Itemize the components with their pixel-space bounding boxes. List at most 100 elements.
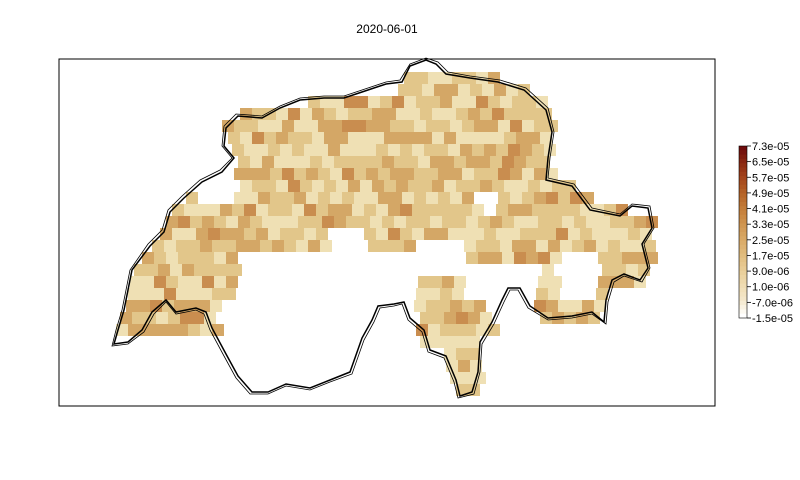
raster-cell	[384, 180, 396, 192]
raster-cell	[468, 108, 480, 120]
raster-cell	[264, 180, 276, 192]
raster-cell	[164, 288, 176, 300]
raster-cell	[178, 252, 190, 264]
raster-cell	[492, 180, 504, 192]
raster-cell	[574, 216, 586, 228]
raster-cell	[516, 132, 528, 144]
legend-color-segment	[739, 270, 747, 276]
raster-cell	[226, 276, 238, 288]
raster-cell	[274, 216, 286, 228]
switzerland-border	[112, 59, 653, 397]
raster-cell	[416, 72, 428, 84]
raster-cell	[500, 240, 512, 252]
raster-cell	[234, 192, 246, 204]
raster-cell	[460, 228, 472, 240]
legend-color-segment	[739, 287, 747, 293]
raster-cell	[244, 204, 256, 216]
raster-cell	[270, 168, 282, 180]
raster-cell	[520, 204, 532, 216]
raster-cell	[158, 264, 170, 276]
raster-cell	[300, 132, 312, 144]
legend-tick-label: 5.7e-05	[752, 172, 789, 184]
raster-cell	[568, 228, 580, 240]
raster-cell	[166, 252, 178, 264]
raster-cell	[500, 96, 512, 108]
raster-cell	[418, 276, 430, 288]
raster-cell	[152, 240, 164, 252]
raster-cell	[394, 216, 406, 228]
raster-cell	[166, 216, 178, 228]
raster-cell	[468, 180, 480, 192]
raster-cell	[438, 300, 450, 312]
plot-frame	[58, 58, 716, 407]
raster-cell	[392, 240, 404, 252]
raster-cell	[468, 336, 480, 348]
raster-cell	[186, 192, 198, 204]
legend-tick-label: -7.0e-06	[752, 297, 793, 309]
raster-cell	[538, 252, 550, 264]
raster-cell	[420, 180, 432, 192]
raster-cell	[438, 192, 450, 204]
raster-cell	[528, 180, 540, 192]
raster-cell	[202, 216, 214, 228]
legend-color-segment	[739, 146, 747, 151]
raster-cell	[200, 288, 212, 300]
raster-cell	[348, 132, 360, 144]
raster-cell	[402, 168, 414, 180]
raster-cell	[400, 228, 412, 240]
raster-cell	[580, 204, 592, 216]
legend-color-segment	[739, 244, 747, 250]
legend-color-segment	[739, 240, 747, 246]
raster-cell	[126, 300, 138, 312]
raster-cell	[570, 300, 582, 312]
raster-cell	[306, 168, 318, 180]
raster-cell	[212, 288, 224, 300]
raster-cell	[412, 204, 424, 216]
raster-cell	[252, 180, 264, 192]
raster-cell	[298, 216, 310, 228]
raster-cell	[524, 96, 536, 108]
raster-cell	[312, 108, 324, 120]
raster-cell	[214, 252, 226, 264]
raster-cell	[404, 240, 416, 252]
raster-cell	[452, 288, 464, 300]
raster-cell	[548, 240, 560, 252]
raster-cell	[370, 216, 382, 228]
raster-cell	[418, 156, 430, 168]
raster-cell	[396, 108, 408, 120]
raster-cell	[304, 228, 316, 240]
raster-cell	[414, 168, 426, 180]
raster-cell	[282, 192, 294, 204]
raster-cell	[414, 300, 426, 312]
raster-cell	[496, 144, 508, 156]
raster-cell	[292, 204, 304, 216]
raster-cell	[548, 288, 560, 300]
raster-cell	[276, 108, 288, 120]
raster-cell	[282, 120, 294, 132]
raster-cell	[496, 204, 508, 216]
raster-cell	[340, 144, 352, 156]
legend-tick-label: 1.0e-06	[752, 282, 789, 294]
raster-cell	[258, 120, 270, 132]
raster-cell	[260, 240, 272, 252]
legend-color-segment	[739, 227, 747, 233]
raster-cell	[598, 252, 610, 264]
raster-cell	[258, 168, 270, 180]
raster-cell	[246, 168, 258, 180]
raster-cell	[478, 216, 490, 228]
raster-cell	[208, 228, 220, 240]
raster-cell	[478, 156, 490, 168]
raster-cell	[232, 144, 244, 156]
raster-cell	[466, 156, 478, 168]
legend-color-segment	[739, 193, 747, 199]
raster-cell	[360, 132, 372, 144]
raster-cell	[524, 240, 536, 252]
raster-cell	[498, 192, 510, 204]
raster-cell	[454, 216, 466, 228]
raster-cell	[610, 252, 622, 264]
raster-cell	[166, 276, 178, 288]
raster-cell	[284, 240, 296, 252]
raster-cell	[316, 144, 328, 156]
raster-cell	[248, 240, 260, 252]
raster-cell	[408, 132, 420, 144]
